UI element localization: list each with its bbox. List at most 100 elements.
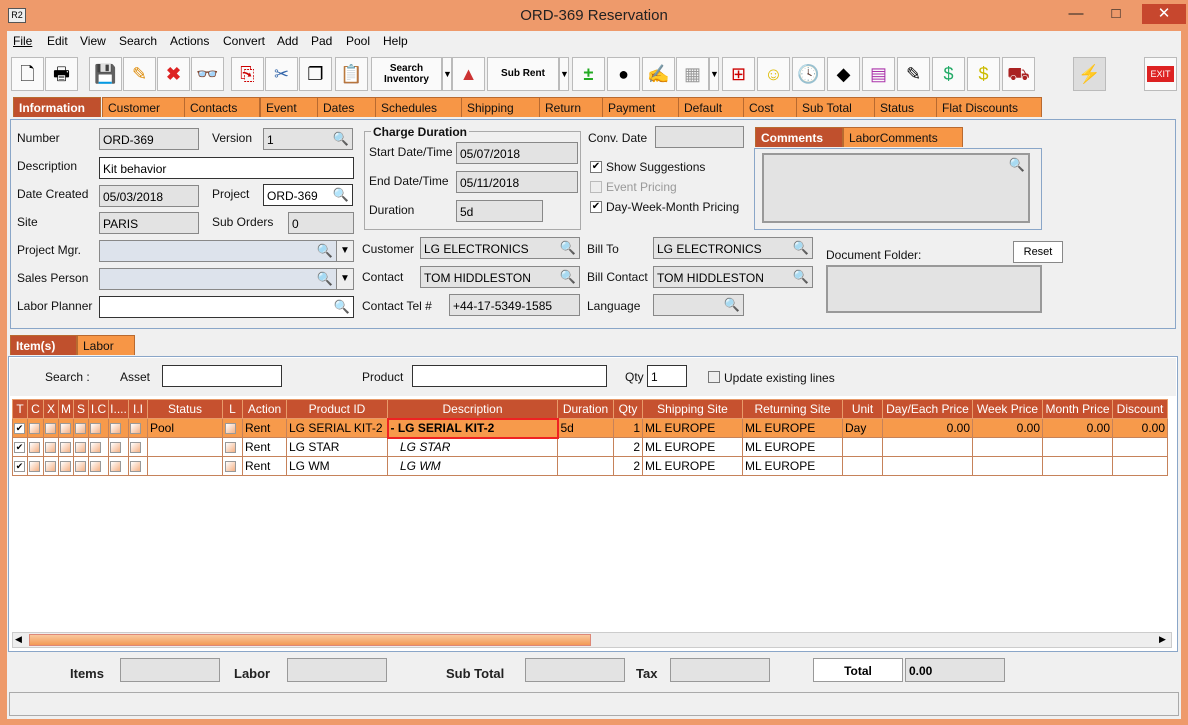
unit-cell[interactable]: [842, 456, 883, 476]
cubes-icon[interactable]: ▤: [862, 57, 895, 91]
action-cell[interactable]: Rent: [242, 456, 287, 476]
event-pricing-checkbox[interactable]: [590, 181, 602, 193]
checkbox[interactable]: [90, 461, 101, 473]
search-icon[interactable]: 🔍: [559, 240, 576, 255]
checkbox[interactable]: [29, 461, 40, 473]
chevron-down-icon[interactable]: ▼: [336, 268, 354, 290]
copy-icon[interactable]: ❐: [299, 57, 332, 91]
flag-cell[interactable]: ✔: [12, 437, 28, 457]
column-header[interactable]: S: [73, 399, 89, 419]
sub-rent-button[interactable]: Sub Rent: [487, 57, 559, 91]
flag-cell[interactable]: [128, 437, 148, 457]
exit-button[interactable]: EXIT: [1144, 57, 1177, 91]
search-inventory-button[interactable]: Search Inventory: [371, 57, 442, 91]
checkbox[interactable]: [45, 423, 56, 435]
column-header[interactable]: Month Price: [1042, 399, 1113, 419]
project-mgr-select[interactable]: 🔍 ▼: [99, 240, 354, 262]
smiley-icon[interactable]: ☺: [757, 57, 790, 91]
lightning-icon[interactable]: ⚡: [1073, 57, 1106, 91]
start-date-field[interactable]: 05/07/2018: [456, 142, 578, 164]
returning-site-cell[interactable]: ML EUROPE: [742, 437, 843, 457]
close-button[interactable]: ✕: [1142, 4, 1186, 24]
tab-schedules[interactable]: Schedules: [375, 97, 462, 117]
flag-cell[interactable]: [43, 418, 59, 438]
document-folder-box[interactable]: [826, 265, 1042, 313]
tab-contacts[interactable]: Contacts: [184, 97, 260, 117]
bill-contact-field[interactable]: TOM HIDDLESTON 🔍: [653, 266, 813, 288]
update-existing-checkbox[interactable]: [708, 371, 720, 383]
tab-comments[interactable]: Comments: [755, 127, 843, 147]
edit-pencil-icon[interactable]: ✎: [123, 57, 156, 91]
action-cell[interactable]: Rent: [242, 418, 287, 438]
description-cell[interactable]: - LG SERIAL KIT-2: [386, 417, 559, 439]
menu-edit[interactable]: Edit: [47, 34, 68, 48]
balls-icon[interactable]: ●: [607, 57, 640, 91]
table-row[interactable]: ✔ Pool Rent LG SERIAL KIT-2- LG SERIAL KIT-…: [12, 417, 1168, 439]
menu-convert[interactable]: Convert: [223, 34, 266, 48]
column-header[interactable]: I.I: [128, 399, 148, 419]
money-transfer-icon[interactable]: $: [932, 57, 965, 91]
l-cell[interactable]: [222, 437, 243, 457]
flag-cell[interactable]: [58, 418, 74, 438]
description-cell[interactable]: LG WM: [387, 456, 558, 476]
checkbox[interactable]: [130, 423, 141, 435]
qty-input[interactable]: 1: [647, 365, 687, 387]
month-price-cell[interactable]: [1042, 456, 1113, 476]
menu-add[interactable]: Add: [277, 34, 299, 48]
flag-cell[interactable]: [58, 456, 74, 476]
menu-search[interactable]: Search: [119, 34, 158, 48]
version-field[interactable]: 1 🔍: [263, 128, 353, 150]
tab-information[interactable]: Information: [13, 97, 101, 117]
status-cell[interactable]: Pool: [147, 418, 223, 438]
search-icon[interactable]: 🔍: [316, 243, 333, 258]
checklist-icon[interactable]: ✍: [642, 57, 675, 91]
flag-cell[interactable]: [108, 437, 129, 457]
binoculars-icon[interactable]: 👓: [191, 57, 224, 91]
tab-items[interactable]: Item(s): [10, 335, 77, 355]
flag-cell[interactable]: [27, 456, 44, 476]
column-header[interactable]: C: [27, 399, 44, 419]
tab-labor[interactable]: Labor: [77, 335, 135, 355]
tab-labor-comments[interactable]: LaborComments: [843, 127, 963, 147]
column-header[interactable]: Duration: [557, 399, 614, 419]
calendar-dropdown-icon[interactable]: ▼: [709, 57, 719, 91]
qty-cell[interactable]: 2: [613, 456, 643, 476]
duration-cell[interactable]: [557, 456, 614, 476]
customer-field[interactable]: LG ELECTRONICS 🔍: [420, 237, 580, 259]
search-icon[interactable]: 🔍: [792, 269, 809, 284]
column-header[interactable]: I....: [108, 399, 129, 419]
cut-icon[interactable]: ✂: [265, 57, 298, 91]
checkbox[interactable]: [60, 423, 71, 435]
menu-file[interactable]: File: [13, 34, 33, 48]
horizontal-scrollbar[interactable]: ◀ ▶: [12, 632, 1172, 648]
week-price-cell[interactable]: 0.00: [972, 418, 1043, 438]
tab-dates[interactable]: Dates: [317, 97, 376, 117]
project-field[interactable]: ORD-369 🔍: [263, 184, 353, 206]
menu-pool[interactable]: Pool: [346, 34, 371, 48]
chevron-down-icon[interactable]: ▼: [336, 240, 354, 262]
show-suggestions-checkbox[interactable]: ✔: [590, 161, 602, 173]
column-header[interactable]: Returning Site: [742, 399, 843, 419]
shipping-site-cell[interactable]: ML EUROPE: [642, 418, 743, 438]
column-header[interactable]: Week Price: [972, 399, 1043, 419]
scroll-left-icon[interactable]: ◀: [15, 634, 22, 644]
column-header[interactable]: L: [222, 399, 243, 419]
checkbox[interactable]: [29, 442, 40, 454]
table-row[interactable]: ✔ Rent LG WM LG WM 2 ML EUROPE ML EUROPE: [12, 456, 1168, 476]
column-header[interactable]: Shipping Site: [642, 399, 743, 419]
checkbox[interactable]: [110, 461, 121, 473]
table-row[interactable]: ✔ Rent LG STAR LG STAR 2 ML EUROPE ML EUROPE: [12, 437, 1168, 457]
sales-person-select[interactable]: 🔍 ▼: [99, 268, 354, 290]
checkbox[interactable]: [45, 461, 56, 473]
checkbox[interactable]: [110, 423, 121, 435]
column-header[interactable]: I.C: [88, 399, 109, 419]
checkbox[interactable]: [75, 423, 86, 435]
comments-textarea[interactable]: 🔍: [762, 153, 1030, 223]
clock-note-icon[interactable]: 🕓: [792, 57, 825, 91]
maximize-button[interactable]: □: [1111, 5, 1121, 22]
flag-cell[interactable]: ✔: [12, 456, 28, 476]
column-header[interactable]: Qty: [613, 399, 643, 419]
checkbox[interactable]: [75, 442, 86, 454]
menu-view[interactable]: View: [80, 34, 106, 48]
product-id-cell[interactable]: LG WM: [286, 456, 388, 476]
